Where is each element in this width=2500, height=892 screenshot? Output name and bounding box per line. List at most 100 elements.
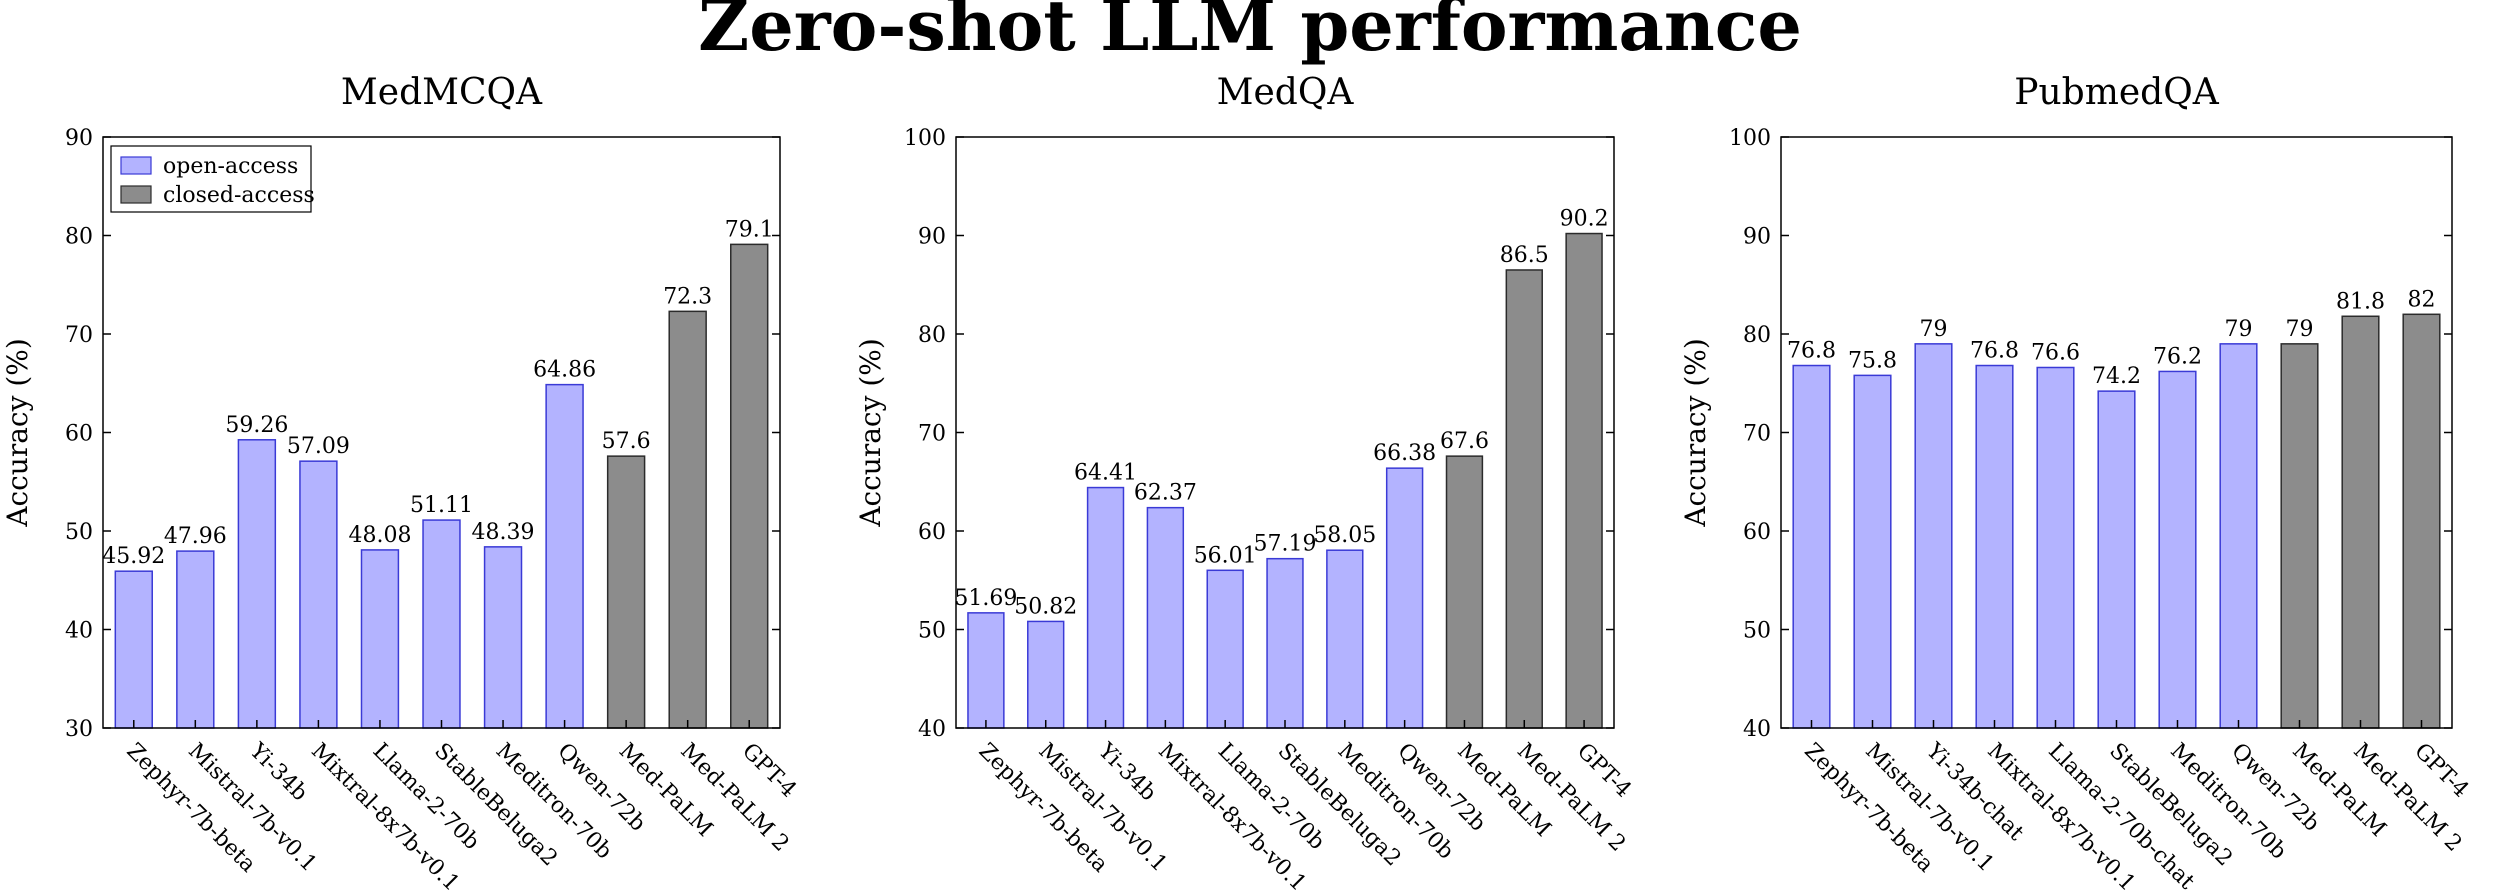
y-tick-label: 100 <box>904 126 946 151</box>
bar-value-label: 72.3 <box>663 284 712 309</box>
bar-value-label: 76.8 <box>1970 339 2019 364</box>
plot-frame <box>102 136 781 729</box>
bar-value-label: 51.11 <box>410 493 473 518</box>
bar-value-label: 48.08 <box>348 523 411 548</box>
bar-value-label: 90.2 <box>1560 207 1609 232</box>
y-tick-label: 70 <box>65 323 93 348</box>
bar-value-label: 57.6 <box>602 429 651 454</box>
bar <box>2036 366 2075 729</box>
y-tick-label: 50 <box>918 619 946 644</box>
bar <box>1206 569 1244 729</box>
bar <box>1445 455 1484 729</box>
bar-value-label: 82 <box>2408 287 2436 312</box>
bar <box>483 546 523 729</box>
y-tick-label: 100 <box>1729 126 1771 151</box>
legend-swatch-open <box>120 156 152 175</box>
bar <box>2097 390 2136 729</box>
bar <box>668 310 707 729</box>
y-tick-label: 40 <box>918 717 946 742</box>
bar-value-label: 79 <box>2225 317 2253 342</box>
bar <box>1565 232 1603 729</box>
bar <box>1792 364 1831 729</box>
bar <box>114 570 153 729</box>
y-tick-label: 80 <box>918 323 946 348</box>
y-tick-label: 60 <box>918 520 946 545</box>
bar <box>2341 315 2380 729</box>
bar-value-label: 57.19 <box>1254 532 1317 557</box>
y-tick-label: 80 <box>1743 323 1771 348</box>
x-category-label: Med-PaLM 2 <box>2348 739 2466 857</box>
bar-value-label: 67.6 <box>1440 429 1489 454</box>
bar-value-label: 62.37 <box>1134 481 1197 506</box>
plot-frame <box>955 136 1615 729</box>
bar <box>1505 269 1543 729</box>
bar <box>1853 374 1892 729</box>
bar <box>299 460 338 729</box>
bar <box>237 439 277 729</box>
bar-value-label: 57.09 <box>287 434 350 459</box>
y-tick-label: 90 <box>1743 225 1771 250</box>
bar-value-label: 58.05 <box>1313 523 1376 548</box>
y-tick-label: 80 <box>65 225 93 250</box>
y-tick-label: 60 <box>1743 520 1771 545</box>
bar-value-label: 50.82 <box>1014 594 1077 619</box>
y-tick-label: 60 <box>65 422 93 447</box>
bar <box>1914 343 1953 729</box>
bar <box>1146 506 1185 729</box>
bar <box>1385 467 1424 729</box>
bar-value-label: 76.6 <box>2031 340 2080 365</box>
x-category-label: Llama-2-70b <box>368 739 484 855</box>
y-tick-label: 50 <box>65 520 93 545</box>
bar-value-label: 64.86 <box>533 358 596 383</box>
bar-value-label: 75.8 <box>1848 348 1897 373</box>
bar-value-label: 56.01 <box>1194 543 1257 568</box>
y-axis-label: Accuracy (%) <box>854 338 887 528</box>
bar <box>176 550 215 729</box>
bar-value-label: 51.69 <box>954 586 1017 611</box>
y-axis-label: Accuracy (%) <box>1 338 34 528</box>
bar-value-label: 79 <box>2286 317 2314 342</box>
bar <box>2402 313 2441 729</box>
bar <box>360 549 400 729</box>
y-tick-label: 50 <box>1743 619 1771 644</box>
bar-value-label: 79.1 <box>725 217 774 242</box>
bar-value-label: 76.2 <box>2153 344 2202 369</box>
bar-value-label: 48.39 <box>472 520 535 545</box>
x-category-label: Med-PaLM 2 <box>675 739 793 857</box>
panel-title: MedMCQA <box>341 72 543 113</box>
plot-frame <box>1780 136 2453 729</box>
legend-label-closed: closed-access <box>163 183 315 208</box>
bar-value-label: 45.92 <box>102 544 165 569</box>
bar <box>1086 486 1125 729</box>
y-tick-label: 90 <box>918 225 946 250</box>
legend-label-open: open-access <box>163 154 298 179</box>
y-tick-label: 70 <box>918 422 946 447</box>
legend-swatch-closed <box>120 185 152 204</box>
bar-value-label: 86.5 <box>1500 243 1549 268</box>
bar <box>730 243 769 729</box>
bar-value-label: 47.96 <box>164 524 227 549</box>
bar-value-label: 74.2 <box>2092 364 2141 389</box>
bar-value-label: 59.26 <box>225 413 288 438</box>
bar <box>545 383 584 729</box>
bar <box>422 519 461 729</box>
y-tick-label: 70 <box>1743 422 1771 447</box>
legend: open-access closed-access <box>110 145 315 213</box>
bar <box>2219 343 2258 729</box>
bar-value-label: 64.41 <box>1074 461 1137 486</box>
bar-value-label: 76.8 <box>1787 339 1836 364</box>
bar <box>2158 370 2197 729</box>
figure-title: Zero-shot LLM performance <box>698 0 1802 67</box>
bar-value-label: 66.38 <box>1373 441 1436 466</box>
bar <box>1326 549 1364 729</box>
bar-value-label: 79 <box>1920 317 1948 342</box>
bar <box>606 455 646 729</box>
panel-title: MedQA <box>1217 72 1355 113</box>
bar <box>1975 364 2014 729</box>
bar <box>1027 620 1065 729</box>
